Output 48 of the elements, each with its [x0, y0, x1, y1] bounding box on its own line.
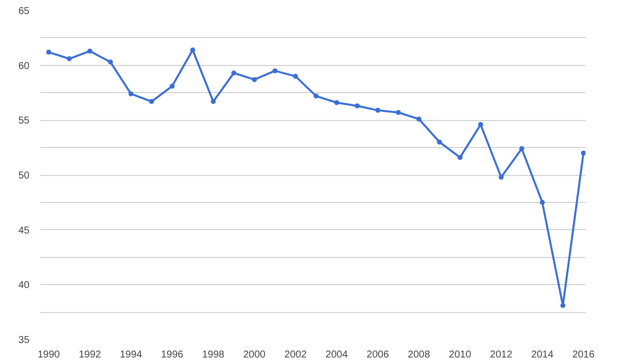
point [252, 77, 257, 82]
point [46, 50, 52, 55]
y-tick-label: 40 [18, 280, 30, 292]
point [478, 122, 484, 128]
point [314, 94, 319, 99]
y-tick-label: 55 [18, 116, 30, 127]
point [231, 70, 236, 76]
point [458, 154, 463, 160]
y-tick-label: 45 [18, 225, 30, 236]
point [272, 68, 278, 74]
point [66, 56, 72, 62]
point [210, 99, 216, 104]
x-tick-label: 2010 [448, 350, 472, 360]
x-tick-label: 1998 [202, 350, 225, 360]
y-tick-label: 50 [18, 170, 30, 182]
point [416, 116, 422, 122]
x-tick-label: 2000 [243, 350, 266, 360]
point [396, 110, 401, 115]
x-tick-label: 2016 [572, 350, 596, 360]
point [560, 303, 566, 308]
x-tick-label: 2004 [326, 350, 348, 360]
y-tick-label: 60 [18, 60, 30, 72]
point [354, 103, 360, 108]
y-tick-label: 35 [18, 335, 30, 346]
point [436, 140, 442, 145]
point [108, 60, 113, 65]
x-tick-label: 1990 [38, 350, 60, 360]
point [540, 200, 545, 205]
point [190, 47, 196, 52]
point [519, 146, 524, 152]
point [375, 108, 380, 113]
point [87, 48, 92, 54]
point [498, 174, 504, 180]
x-tick-label: 2012 [490, 350, 513, 360]
x-tick-label: 1992 [78, 350, 102, 360]
point [128, 91, 134, 96]
y-tick-label: 65 [18, 6, 30, 17]
point [149, 99, 154, 104]
x-tick-label: 1996 [161, 350, 184, 360]
point [334, 100, 340, 106]
x-tick-label: 2006 [366, 350, 390, 360]
x-tick-label: 2014 [531, 350, 554, 360]
x-tick-label: 1994 [120, 350, 143, 360]
point [580, 150, 586, 156]
x-tick-label: 2002 [284, 350, 308, 360]
x-tick-label: 2008 [408, 350, 430, 360]
point [293, 74, 298, 79]
point [170, 84, 175, 89]
